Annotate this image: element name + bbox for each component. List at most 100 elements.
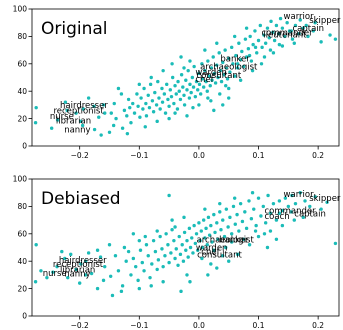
scatter-point	[240, 49, 244, 54]
scatter-point	[206, 96, 210, 100]
scatter-point	[232, 34, 237, 39]
scatter-point	[83, 259, 88, 263]
scatter-point	[160, 86, 164, 91]
scatter-point	[283, 196, 288, 200]
y-tick-label: 20	[17, 284, 27, 293]
scatter-point	[232, 74, 237, 78]
scatter-point	[196, 88, 200, 92]
scatter-point	[188, 82, 192, 87]
scatter-point	[250, 191, 255, 195]
word-label: consultant	[197, 71, 242, 81]
scatter-point	[253, 229, 258, 233]
scatter-point	[197, 82, 202, 87]
scatter-point	[131, 232, 136, 236]
scatter-point	[184, 248, 188, 252]
scatter-point	[234, 53, 238, 58]
scatter-point	[69, 252, 73, 257]
scatter-point	[210, 78, 214, 82]
scatter-point	[175, 107, 180, 111]
scatter-point	[153, 249, 158, 254]
scatter-point	[74, 111, 78, 115]
scatter-point	[252, 207, 256, 211]
scatter-point	[188, 245, 193, 250]
scatter-point	[63, 256, 67, 261]
scatter-point	[139, 96, 143, 100]
scatter-point	[262, 55, 267, 59]
scatter-point	[164, 232, 168, 236]
scatter-point	[148, 82, 153, 87]
scatter-point	[303, 199, 307, 203]
scatter-point	[143, 125, 147, 129]
scatter-point	[33, 280, 38, 284]
scatter-point	[199, 92, 203, 96]
scatter-point	[203, 207, 207, 211]
scatter-point	[180, 243, 184, 247]
scatter-point	[114, 116, 118, 121]
scatter-point	[277, 211, 282, 215]
scatter-point	[170, 227, 174, 232]
scatter-point	[178, 252, 183, 257]
scatter-point	[144, 101, 148, 106]
scatter-point	[256, 196, 261, 200]
scatter-point	[109, 111, 113, 115]
scatter-point	[319, 40, 323, 44]
scatter-point	[186, 255, 190, 259]
scatter-point	[269, 19, 273, 24]
x-tick-label: 0.1	[253, 151, 265, 160]
debiased-panel-title: Debiased	[41, 189, 121, 209]
scatter-point	[149, 75, 153, 80]
scatter-point	[165, 82, 169, 87]
scatter-point	[218, 210, 222, 214]
scatter-point	[174, 247, 178, 251]
scatter-point	[169, 94, 174, 99]
scatter-point	[255, 51, 259, 55]
scatter-point	[283, 34, 287, 39]
scatter-point	[137, 286, 142, 291]
scatter-point	[265, 26, 270, 30]
scatter-point	[193, 241, 198, 246]
scatter-point	[140, 260, 144, 265]
scatter-point	[209, 66, 214, 70]
scatter-point	[179, 289, 183, 294]
scatter-point	[92, 127, 97, 132]
scatter-point	[280, 26, 285, 30]
scatter-point	[218, 92, 222, 96]
scatter-point	[51, 270, 55, 274]
scatter-point	[222, 73, 226, 77]
scatter-point	[224, 84, 228, 88]
scatter-point	[293, 23, 298, 28]
scatter-point	[285, 21, 289, 25]
debiased-plot-frame	[31, 178, 340, 317]
scatter-point	[80, 123, 85, 128]
scatter-point	[179, 55, 183, 59]
scatter-point	[292, 218, 296, 222]
word-label: chef	[201, 248, 220, 258]
scatter-point	[207, 233, 212, 237]
word-label: warrior	[284, 190, 315, 200]
scatter-point	[227, 56, 231, 61]
y-tick-label: 40	[17, 257, 27, 266]
scatter-point	[107, 243, 112, 247]
scatter-point	[235, 62, 240, 66]
scatter-point	[198, 238, 202, 243]
scatter-point	[95, 248, 100, 252]
scatter-point	[179, 73, 184, 77]
scatter-point	[119, 289, 124, 294]
scatter-point	[271, 51, 276, 55]
scatter-point	[206, 273, 210, 277]
word-label: warden	[195, 68, 227, 78]
scatter-point	[134, 264, 138, 269]
word-label: nurse	[50, 112, 74, 122]
scatter-point	[204, 226, 208, 231]
scatter-point	[74, 267, 78, 272]
scatter-point	[215, 221, 219, 225]
scatter-point	[210, 240, 214, 244]
debiased-points	[33, 191, 338, 298]
scatter-point	[77, 281, 82, 285]
scatter-point	[267, 36, 271, 40]
scatter-point	[147, 105, 152, 110]
x-tick-label: 0.0	[193, 321, 205, 330]
scatter-point	[278, 16, 283, 21]
scatter-point	[89, 271, 94, 276]
scatter-point	[83, 273, 88, 277]
